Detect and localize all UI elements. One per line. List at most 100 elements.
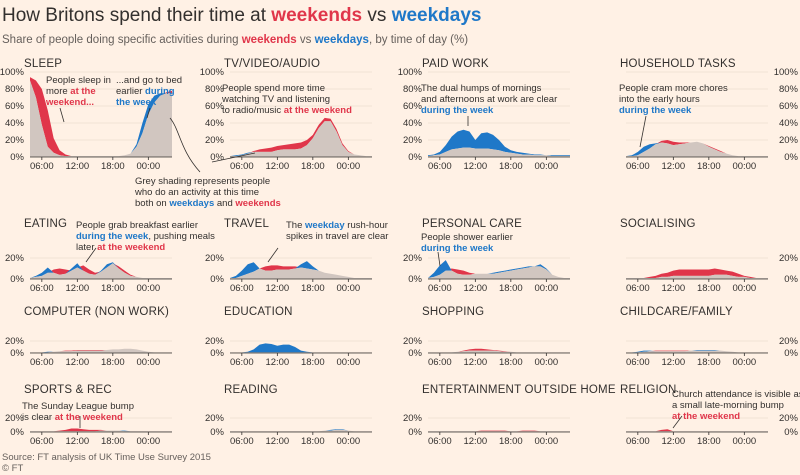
x-tick-label: 18:00 [499,357,523,368]
annotation-leader [672,415,683,429]
panel-household-tasks: HOUSEHOLD TASKS 100% 80% 60% 40% 20% 0% 06:00 12… [620,58,799,172]
y-tick-label: 20% [779,413,799,424]
x-tick-label: 12:00 [463,283,487,294]
weekday-area [428,129,570,157]
annotation-span: The dual humps of mornings [421,83,542,94]
annotation-leader [211,152,256,163]
panel-title: TV/VIDEO/AUDIO [224,58,320,70]
both-area [30,80,172,157]
x-tick-label: 12:00 [65,283,89,294]
x-tick-label: 12:00 [265,283,289,294]
weekend-area [626,268,768,278]
x-tick-label: 18:00 [301,161,325,172]
annotation-span: at the [70,86,95,97]
annotation-leader [59,107,65,123]
y-tick-label: 20% [779,135,799,146]
x-tick-label: 06:00 [230,283,254,294]
y-tick-label: 0% [210,152,224,163]
y-tick-label: 0% [10,427,24,438]
panel-computer-non-work-: COMPUTER (NON WORK) 20%0% 06:00 12:00 18:00 0… [5,306,172,368]
y-tick-label: 100% [774,67,799,78]
x-tick-label: 12:00 [65,161,89,172]
both-area [230,267,372,279]
subtitle-prefix: Share of people doing specific activitie… [2,34,242,46]
panel-title: EATING [24,218,67,230]
annotation-span: Grey shading represents people [135,176,270,187]
x-tick-label: 18:00 [301,436,325,447]
annotation-span: , pushing meals [148,231,215,242]
y-tick-label: 0% [784,348,798,359]
y-tick-label: 20% [5,336,25,347]
annotation-leader [639,115,647,148]
annotation-span: at the weekend [284,105,352,116]
both-area [428,147,570,157]
y-tick-label: 80% [5,84,25,95]
annotation-span: who do an activity at this time [134,187,259,198]
panel-title: SHOPPING [422,306,484,318]
annotation-text: People grab breakfast earlier during the … [76,220,215,253]
credit-note: © FT [2,463,24,474]
annotation-span: to radio/music [222,105,284,116]
x-tick-label: 00:00 [336,357,360,368]
x-tick-label: 06:00 [30,357,54,368]
x-tick-label: 18:00 [101,283,125,294]
chart-subtitle: Share of people doing specific activitie… [2,34,468,46]
x-tick-label: 18:00 [301,357,325,368]
panel-title: SOCIALISING [620,218,696,230]
x-tick-label: 00:00 [136,283,160,294]
annotation-text: People cram more chores into the early ho… [619,83,728,116]
panel-shopping: SHOPPING 20%0% 06:00 12:00 18:00 00:00 [403,306,570,368]
annotation-leader [169,117,201,173]
weekend-area [626,350,768,353]
annotation-span: The Sunday League bump [22,401,134,412]
title-weekends: weekends [271,5,363,26]
panel-personal-care: PERSONAL CARE 20% 0% 06:00 12:00 18:00 00:00 [403,218,570,294]
panel-education: EDUCATION 20%0% 06:00 12:00 18:00 00:00 [205,306,372,368]
y-tick-label: 100% [200,67,225,78]
y-tick-label: 20% [779,336,799,347]
annotation-span: spikes in travel are clear [286,231,388,242]
weekend-area [30,428,172,432]
weekend-area [626,429,768,432]
y-tick-label: 0% [408,348,422,359]
x-tick-label: 12:00 [65,357,89,368]
x-tick-label: 06:00 [30,161,54,172]
both-area [428,266,570,279]
y-tick-label: 20% [403,336,423,347]
chart-title: How Britons spend their time at weekends… [2,5,481,27]
x-tick-label: 06:00 [626,161,650,172]
x-tick-label: 18:00 [101,161,125,172]
x-tick-label: 06:00 [230,161,254,172]
x-tick-label: 18:00 [697,283,721,294]
annotation-span: at the weekend [97,242,165,253]
x-tick-label: 18:00 [697,436,721,447]
x-tick-label: 06:00 [428,436,452,447]
annotation-span: during the week [619,105,692,116]
x-tick-label: 00:00 [732,436,756,447]
both-area [626,274,768,279]
annotation-span: rush-hour [345,220,388,231]
panel-entertainment-outside-home: ENTERTAINMENT OUTSIDE HOME 20% 0% 06:00 12:0… [403,384,616,447]
y-tick-label: 0% [408,152,422,163]
panel-eating: EATING 20% 0% 06:00 12:00 18:00 00:00 [5,218,172,294]
x-tick-label: 00:00 [732,357,756,368]
x-tick-label: 18:00 [101,357,125,368]
annotation-text: Grey shading represents people who do an … [134,176,281,209]
annotation-span: earlier [116,86,145,97]
y-tick-label: 60% [205,101,225,112]
x-tick-label: 00:00 [136,161,160,172]
annotation-span: during the week [421,243,494,254]
y-tick-label: 20% [205,336,225,347]
weekend-area [428,430,570,432]
subtitle-weekends: weekends [241,34,297,46]
y-tick-label: 60% [779,101,799,112]
panel-title: PERSONAL CARE [422,218,522,230]
x-tick-label: 06:00 [626,357,650,368]
annotation-span: is clear [22,412,55,423]
weekend-area [30,348,172,353]
panel-childcare-family: CHILDCARE/FAMILY 20%0% 06:00 12:00 18:00 00:0… [620,306,799,368]
both-area [626,141,768,157]
annotation-text: The weekday rush-hour spikes in travel ar… [286,220,388,242]
